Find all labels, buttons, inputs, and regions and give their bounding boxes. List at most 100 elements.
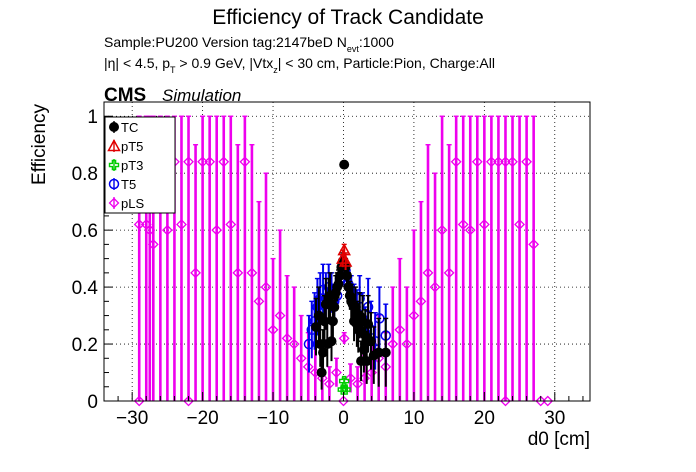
y-tick-label: 0.4 bbox=[72, 278, 99, 299]
data-point bbox=[394, 324, 406, 336]
legend-entry: TC bbox=[121, 120, 138, 135]
data-point bbox=[316, 367, 327, 378]
legend-entry: pLS bbox=[121, 196, 144, 211]
legend: TC pT5 pT3 T5 pLS bbox=[104, 116, 176, 214]
x-tick-label: 20 bbox=[474, 408, 495, 429]
zero-point bbox=[542, 395, 554, 407]
x-tick-label: 30 bbox=[544, 408, 565, 429]
data-point bbox=[387, 338, 399, 350]
grid bbox=[104, 102, 590, 402]
data-point bbox=[471, 156, 483, 168]
legend-entry: pT5 bbox=[121, 139, 143, 154]
x-tick-label: −20 bbox=[186, 408, 218, 429]
data-point bbox=[329, 302, 340, 313]
legend-marker bbox=[108, 178, 120, 190]
data-point bbox=[415, 295, 427, 307]
data-point bbox=[204, 156, 216, 168]
data-point bbox=[323, 378, 335, 390]
data-point bbox=[528, 238, 540, 250]
cms-label: CMS bbox=[104, 85, 146, 106]
plot-frame bbox=[103, 101, 591, 402]
legend-box bbox=[104, 116, 176, 214]
x-tick-label: −10 bbox=[257, 408, 289, 429]
data-point bbox=[500, 156, 511, 168]
data-point bbox=[436, 224, 448, 236]
data-point bbox=[183, 156, 194, 168]
legend-marker bbox=[109, 122, 119, 132]
legend-entry: T5 bbox=[121, 177, 136, 192]
data-point bbox=[225, 219, 237, 230]
data-point bbox=[507, 156, 518, 168]
data-point bbox=[352, 378, 363, 390]
zero-point bbox=[535, 395, 547, 407]
data-point bbox=[147, 238, 159, 250]
data-point bbox=[422, 267, 434, 279]
zero-point bbox=[338, 395, 349, 407]
data-point bbox=[318, 347, 329, 358]
legend-marker bbox=[107, 138, 121, 152]
data-point bbox=[274, 310, 286, 321]
data-point bbox=[493, 156, 504, 168]
data-point bbox=[340, 384, 351, 395]
axis-ticks: −30 −20 −10 0 10 20 30 0 0.2 0.4 0.6 0.8 1 bbox=[72, 107, 584, 429]
data-point bbox=[338, 332, 350, 344]
zero-point bbox=[500, 395, 511, 407]
series-pt5 bbox=[336, 243, 353, 271]
legend-marker bbox=[108, 159, 120, 171]
chart-title: Efficiency of Track Candidate bbox=[212, 6, 484, 29]
series-tc bbox=[311, 159, 391, 390]
y-axis-label: Efficiency bbox=[29, 104, 50, 185]
data-point bbox=[295, 352, 307, 364]
x-tick-label: 0 bbox=[338, 408, 349, 429]
y-tick-label: 0.8 bbox=[72, 164, 98, 185]
x-tick-label: −30 bbox=[116, 408, 148, 429]
data-point bbox=[464, 224, 476, 236]
zero-point bbox=[133, 395, 145, 407]
data-point bbox=[260, 281, 272, 293]
data-point bbox=[281, 332, 293, 344]
data-point bbox=[232, 267, 244, 279]
data-point bbox=[197, 156, 209, 168]
data-point bbox=[239, 156, 251, 168]
data-point bbox=[380, 347, 391, 358]
zero-bins bbox=[133, 395, 554, 407]
subtitle-line-2: |η| < 4.5, pT > 0.9 GeV, |Vtxz| < 30 cm,… bbox=[104, 55, 495, 75]
data-point bbox=[331, 367, 342, 378]
data-point bbox=[521, 156, 533, 168]
data-point bbox=[288, 338, 300, 350]
data-point bbox=[246, 267, 258, 279]
subtitle-line-1: Sample:PU200 Version tag:2147beD Nevt:10… bbox=[104, 34, 394, 54]
data-point bbox=[267, 324, 279, 336]
data-point bbox=[478, 219, 490, 230]
data-point bbox=[345, 372, 356, 384]
y-tick-label: 0 bbox=[87, 392, 98, 413]
data-point bbox=[190, 267, 201, 279]
data-point bbox=[333, 279, 344, 290]
x-axis-label: d0 [cm] bbox=[528, 429, 590, 450]
x-tick-label: 10 bbox=[403, 408, 424, 429]
series-pt3 bbox=[337, 375, 351, 395]
data-point bbox=[327, 316, 338, 327]
data-point bbox=[457, 219, 469, 230]
data-point bbox=[514, 219, 525, 230]
y-tick-label: 0.2 bbox=[72, 335, 98, 356]
data-series bbox=[133, 115, 554, 407]
data-point bbox=[303, 338, 315, 350]
data-point bbox=[176, 219, 187, 230]
zero-point bbox=[183, 395, 194, 407]
data-point bbox=[218, 156, 230, 168]
y-tick-label: 0.6 bbox=[72, 221, 98, 242]
y-tick-label: 1 bbox=[87, 107, 98, 128]
data-point bbox=[485, 156, 497, 168]
data-point bbox=[133, 219, 145, 230]
data-point bbox=[338, 254, 353, 267]
data-point bbox=[443, 267, 455, 279]
legend-entry: pT3 bbox=[121, 158, 143, 173]
data-point bbox=[253, 295, 265, 307]
data-point bbox=[429, 281, 441, 293]
data-point bbox=[326, 336, 337, 347]
series-pls bbox=[133, 115, 540, 401]
data-point bbox=[408, 310, 420, 321]
data-point bbox=[161, 224, 173, 236]
